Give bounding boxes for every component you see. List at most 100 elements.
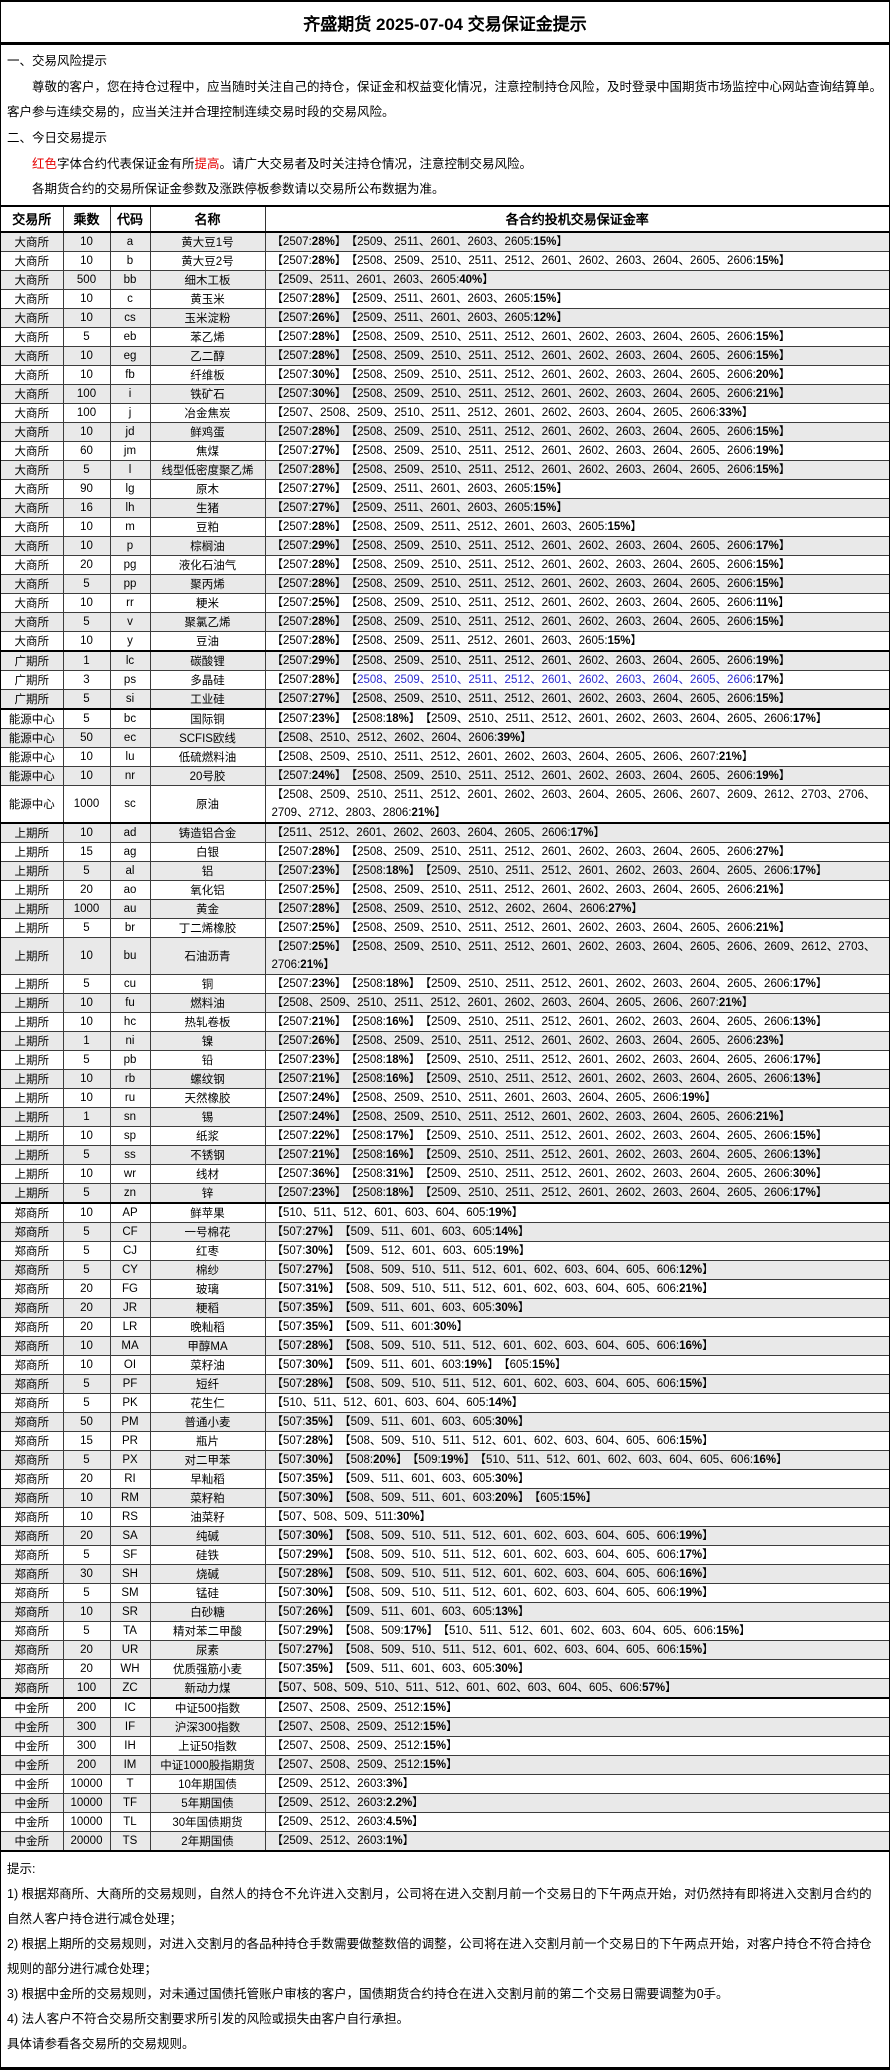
cell-name: 丁二烯橡胶 xyxy=(149,917,266,938)
cell-exchange: 上期所 xyxy=(1,1011,64,1032)
cell-name: 菜籽油 xyxy=(149,1354,266,1375)
margin-rate-group: 【2507、2508、2509、2512:15%】 xyxy=(271,1701,458,1714)
cell-margin-rates: 【2507:26%】 【2508、2509、2510、2511、2512、2601… xyxy=(264,1030,889,1051)
cell-multiplier: 1 xyxy=(62,1030,111,1051)
cell-multiplier: 30 xyxy=(62,1563,111,1584)
cell-margin-rates: 【2508、2509、2510、2511、2512、2601、2602、2603… xyxy=(264,784,889,824)
cell-code: PR xyxy=(109,1430,151,1451)
note-line-2: 2) 根据上期所的交易规则，对进入交割月的各品种持仓手数需要做整数倍的调整，公司… xyxy=(7,1936,872,1976)
cell-margin-rates: 【507:30%】 【509、512、601、603、605:19%】 xyxy=(264,1240,889,1261)
cell-multiplier: 500 xyxy=(62,269,111,290)
margin-rate-group: 【2507:30%】 xyxy=(271,387,347,400)
margin-rate-group: 【2509、2510、2511、2512、2601、2602、2603、2604… xyxy=(425,1053,828,1066)
cell-multiplier: 10 xyxy=(62,307,111,328)
cell-code: RI xyxy=(109,1468,151,1489)
margin-rate-group: 【2508:18%】 xyxy=(351,977,421,990)
cell-name: 花生仁 xyxy=(149,1392,266,1413)
cell-code: RM xyxy=(109,1487,151,1508)
cell-code: l xyxy=(109,459,151,480)
cell-multiplier: 10 xyxy=(62,746,111,767)
cell-exchange: 大商所 xyxy=(1,516,64,537)
table-row: 广期所 5 si 工业硅 【2507:27%】 【2508、2509、2510、2511、… xyxy=(1,688,889,710)
margin-rate-group: 【2508、2509、2510、2511、2512、2601、2602、2603… xyxy=(351,1110,791,1123)
cell-code: si xyxy=(109,688,151,710)
cell-margin-rates: 【2507:23%】 【2508:18%】 【2509、2510、2511、2512… xyxy=(264,973,889,994)
table-row: 郑商所 5 CJ 红枣 【507:30%】 【509、512、601、603、605:19… xyxy=(1,1240,889,1261)
cell-code: br xyxy=(109,917,151,938)
table-row: 郑商所 20 FG 玻璃 【507:31%】 【508、509、510、511、512、6… xyxy=(1,1278,889,1299)
margin-rate-group: 【509、511、601、603、605:13%】 xyxy=(344,1605,530,1618)
cell-exchange: 郑商所 xyxy=(1,1259,64,1280)
table-row: 郑商所 20 RI 早籼稻 【507:35%】 【509、511、601、603、605:… xyxy=(1,1468,889,1489)
margin-rate-group: 【2509、2512、2603:3%】 xyxy=(271,1777,415,1790)
cell-multiplier: 10 xyxy=(62,1068,111,1089)
cell-multiplier: 10000 xyxy=(62,1773,111,1794)
cell-exchange: 郑商所 xyxy=(1,1316,64,1337)
table-row: 大商所 5 v 聚氯乙烯 【2507:28%】 【2508、2509、2510、2511、… xyxy=(1,611,889,632)
margin-rate-group: 【2507:27%】 xyxy=(271,501,347,514)
red-word-raise: 提高 xyxy=(194,156,220,171)
cell-code: PK xyxy=(109,1392,151,1413)
margin-rate-group: 【2509、2511、2601、2603、2605:40%】 xyxy=(271,273,494,286)
cell-name: 冶金焦炭 xyxy=(149,402,266,423)
cell-name: 早籼稻 xyxy=(149,1468,266,1489)
cell-exchange: 中金所 xyxy=(1,1773,64,1794)
table-row: 大商所 10 cs 玉米淀粉 【2507:26%】 【2509、2511、2601、260… xyxy=(1,307,889,328)
cell-exchange: 中金所 xyxy=(1,1716,64,1737)
table-row: 大商所 5 l 线型低密度聚乙烯 【2507:28%】 【2508、2509、2510、2… xyxy=(1,459,889,480)
cell-name: 鲜鸡蛋 xyxy=(149,421,266,442)
margin-table-body: 大商所 10 a 黄大豆1号 【2507:28%】 【2509、2511、2601、260… xyxy=(1,231,889,1852)
cell-exchange: 郑商所 xyxy=(1,1658,64,1679)
cell-code: bu xyxy=(109,936,151,975)
cell-exchange: 大商所 xyxy=(1,402,64,423)
cell-name: 铅 xyxy=(149,1049,266,1070)
cell-code: ag xyxy=(109,841,151,862)
cell-name: SCFIS欧线 xyxy=(149,727,266,748)
cell-margin-rates: 【507:27%】 【508、509、510、511、512、601、602、60… xyxy=(264,1639,889,1660)
cell-multiplier: 10 xyxy=(62,630,111,652)
margin-rate-group: 【2509、2511、2601、2603、2605:15%】 xyxy=(351,482,568,495)
table-row: 广期所 3 ps 多晶硅 【2507:28%】 【2508、2509、2510、2511、… xyxy=(1,669,889,690)
cell-code: ni xyxy=(109,1030,151,1051)
margin-rate-group: 【2509、2511、2601、2603、2605:15%】 xyxy=(351,235,568,248)
margin-rate-group: 【2509、2510、2511、2512、2601、2602、2603、2604… xyxy=(425,864,828,877)
margin-rate-group: 【2507:23%】 xyxy=(271,864,347,877)
cell-exchange: 上期所 xyxy=(1,1144,64,1165)
margin-rate-group: 【2508:18%】 xyxy=(351,712,421,725)
cell-name: 晚籼稻 xyxy=(149,1316,266,1337)
margin-rate-group: 【2508、2509、2510、2511、2512、2601、2602、2603… xyxy=(351,463,791,476)
table-row: 郑商所 20 WH 优质强筋小麦 【507:35%】 【509、511、601、603、6… xyxy=(1,1658,889,1679)
cell-name: 30年国债期货 xyxy=(149,1811,266,1832)
cell-name: 对二甲苯 xyxy=(149,1449,266,1470)
margin-rate-group: 【508、509、510、511、512、601、602、603、604、605… xyxy=(344,1377,714,1390)
cell-code: p xyxy=(109,535,151,556)
cell-exchange: 郑商所 xyxy=(1,1563,64,1584)
cell-name: 20号胶 xyxy=(149,765,266,786)
table-row: 郑商所 5 SF 硅铁 【507:29%】 【508、509、510、511、512、60… xyxy=(1,1544,889,1565)
cell-margin-rates: 【507:26%】 【509、511、601、603、605:13%】 xyxy=(264,1601,889,1622)
cell-multiplier: 20 xyxy=(62,1639,111,1660)
cell-multiplier: 5 xyxy=(62,1259,111,1280)
table-row: 郑商所 5 PX 对二甲苯 【507:30%】 【508:20%】 【509:19%】 【51… xyxy=(1,1449,889,1470)
margin-rate-group: 【509、511、601、603:19%】 xyxy=(344,1358,499,1371)
cell-multiplier: 5 xyxy=(62,1240,111,1261)
cell-name: 纤维板 xyxy=(149,364,266,385)
cell-code: eg xyxy=(109,345,151,366)
cell-name: 豆油 xyxy=(149,630,266,652)
cell-multiplier: 5 xyxy=(62,707,111,729)
margin-rate-group: 【510、511、512、601、603、604、605:19%】 xyxy=(271,1206,524,1219)
cell-exchange: 上期所 xyxy=(1,973,64,994)
cell-code: ps xyxy=(109,669,151,690)
table-row: 大商所 10 jd 鲜鸡蛋 【2507:28%】 【2508、2509、2510、2511… xyxy=(1,421,889,442)
cell-code: lg xyxy=(109,478,151,499)
margin-rate-group: 【2509、2512、2603:2.2%】 xyxy=(271,1796,424,1809)
cell-name: 鲜苹果 xyxy=(149,1201,266,1223)
margin-rate-group: 【510、511、512、601、602、603、604、605、606:16%… xyxy=(480,1453,788,1466)
cell-name: 白砂糖 xyxy=(149,1601,266,1622)
cell-multiplier: 20 xyxy=(62,1316,111,1337)
cell-exchange: 大商所 xyxy=(1,288,64,309)
cell-name: 纯碱 xyxy=(149,1525,266,1546)
cell-multiplier: 5 xyxy=(62,459,111,480)
cell-margin-rates: 【510、511、512、601、603、604、605:14%】 xyxy=(264,1392,889,1413)
cell-margin-rates: 【507:27%】 【509、511、601、603、605:14%】 xyxy=(264,1221,889,1242)
